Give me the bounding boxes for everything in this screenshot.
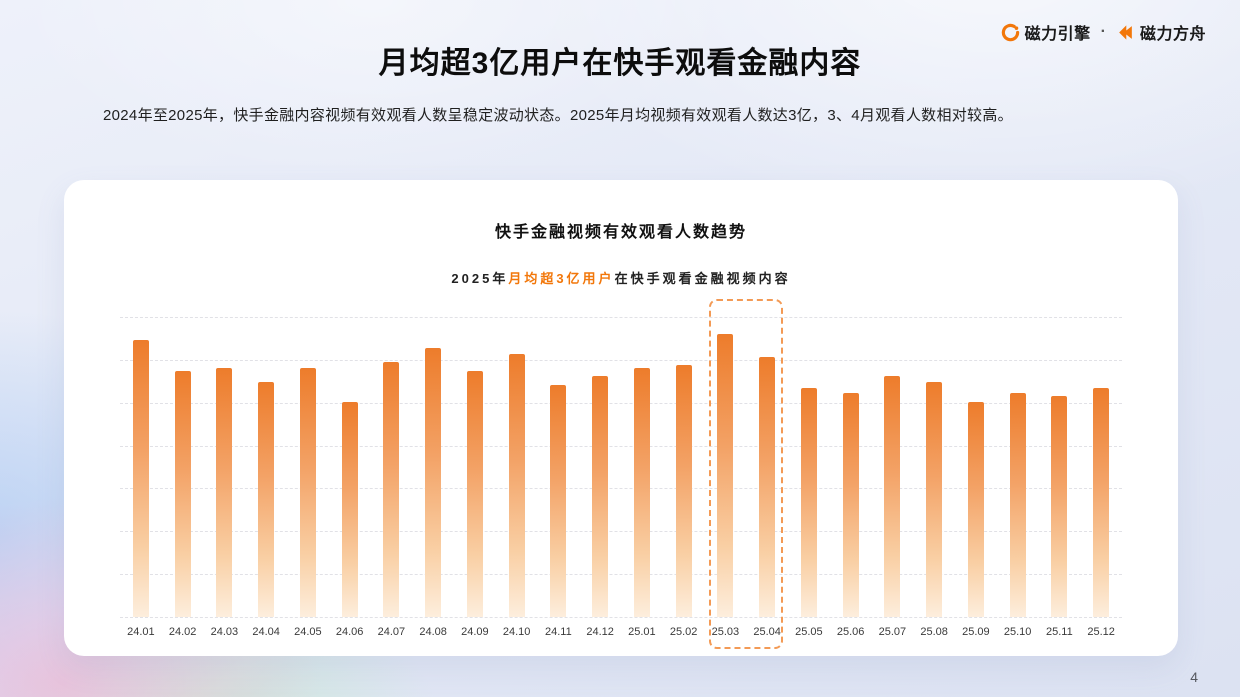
bar-24.01 bbox=[132, 339, 149, 617]
bar-25.12 bbox=[1093, 387, 1110, 617]
cili-fangzhou-logo-icon bbox=[1119, 24, 1132, 40]
brand-logos: 磁力引擎 · 磁力方舟 bbox=[1001, 20, 1206, 44]
x-tick-label: 24.01 bbox=[127, 626, 155, 638]
chart-subtitle-highlight: 月均超3亿用户 bbox=[508, 271, 615, 286]
bar-group: 24.01 bbox=[120, 317, 162, 638]
cili-engine-logo: 磁力引擎 bbox=[1001, 20, 1091, 44]
x-tick-label: 24.12 bbox=[586, 626, 614, 638]
x-tick-label: 25.11 bbox=[1046, 626, 1073, 638]
page-number: 4 bbox=[1190, 669, 1198, 685]
bar-25.07 bbox=[884, 376, 901, 617]
chart-subtitle-prefix: 2025年 bbox=[451, 271, 509, 286]
page-title: 月均超3亿用户在快手观看金融内容 bbox=[378, 47, 862, 80]
x-tick-label: 25.06 bbox=[836, 626, 865, 638]
gridline bbox=[120, 617, 1122, 618]
x-tick-label: 24.03 bbox=[210, 626, 239, 638]
bar-group: 24.09 bbox=[454, 317, 496, 638]
cili-fangzhou-logo: 磁力方舟 bbox=[1116, 20, 1206, 44]
bar-25.11 bbox=[1051, 396, 1068, 617]
bar-group: 25.12 bbox=[1080, 317, 1122, 638]
bar-group: 24.07 bbox=[371, 317, 413, 638]
bar-24.06 bbox=[341, 401, 358, 617]
bar-25.08 bbox=[926, 382, 943, 617]
x-tick-label: 24.02 bbox=[168, 626, 197, 638]
bar-group: 24.12 bbox=[579, 317, 621, 638]
bar-25.05 bbox=[800, 387, 817, 617]
chart-subtitle-suffix: 在快手观看金融视频内容 bbox=[614, 271, 791, 286]
bar-group: 24.02 bbox=[162, 317, 204, 638]
x-tick-label: 24.09 bbox=[461, 626, 489, 638]
bar-group: 24.03 bbox=[204, 317, 246, 638]
page-subtitle: 2024年至2025年，快手金融内容视频有效观看人数呈稳定波动状态。2025年月… bbox=[103, 107, 1013, 124]
bar-25.09 bbox=[967, 401, 984, 617]
bar-group: 25.02 bbox=[663, 317, 705, 638]
x-tick-label: 25.05 bbox=[795, 626, 823, 638]
bar-24.03 bbox=[216, 367, 233, 617]
bar-24.02 bbox=[174, 370, 191, 617]
x-tick-label: 24.11 bbox=[545, 626, 572, 638]
bar-group: 24.06 bbox=[329, 317, 371, 638]
bar-group: 25.10 bbox=[997, 317, 1039, 638]
bar-25.06 bbox=[842, 393, 859, 617]
bar-25.04 bbox=[759, 356, 776, 617]
x-tick-label: 25.04 bbox=[753, 626, 781, 638]
bar-group: 25.06 bbox=[830, 317, 872, 638]
x-tick-label: 24.06 bbox=[335, 626, 364, 638]
bar-group: 25.08 bbox=[913, 317, 955, 638]
bar-24.04 bbox=[258, 382, 275, 617]
bar-25.01 bbox=[633, 367, 650, 617]
cili-fangzhou-logo-text: 磁力方舟 bbox=[1139, 26, 1206, 43]
bar-plot: 24.01 24.02 24.03 24.04 24.05 24.06 24.07 24.08… bbox=[120, 299, 1122, 649]
bar-25.10 bbox=[1009, 393, 1026, 617]
bar-group: 24.11 bbox=[538, 317, 580, 638]
bar-group: 25.01 bbox=[621, 317, 663, 638]
x-tick-label: 24.07 bbox=[377, 626, 406, 638]
bar-group: 24.04 bbox=[245, 317, 287, 638]
chart-subtitle: 2025年月均超3亿用户在快手观看金融视频内容 bbox=[120, 268, 1122, 287]
bar-24.09 bbox=[466, 370, 483, 617]
bar-group: 25.09 bbox=[955, 317, 997, 638]
bar-25.02 bbox=[675, 365, 692, 617]
bar-24.07 bbox=[383, 362, 400, 617]
x-tick-label: 25.10 bbox=[1003, 626, 1032, 638]
x-tick-label: 24.10 bbox=[502, 626, 531, 638]
x-tick-label: 25.07 bbox=[878, 626, 907, 638]
x-tick-label: 25.09 bbox=[962, 626, 990, 638]
bar-24.08 bbox=[425, 348, 442, 617]
x-tick-label: 24.04 bbox=[252, 626, 280, 638]
bar-group: 25.07 bbox=[872, 317, 914, 638]
bar-group: 24.10 bbox=[496, 317, 538, 638]
chart-title: 快手金融视频有效观看人数趋势 bbox=[494, 224, 747, 241]
bar-24.05 bbox=[299, 367, 316, 617]
bar-group: 24.08 bbox=[412, 317, 454, 638]
x-tick-label: 25.12 bbox=[1087, 626, 1115, 638]
cili-engine-logo-icon bbox=[1001, 23, 1019, 41]
x-tick-label: 24.08 bbox=[419, 626, 447, 638]
bar-group: 25.05 bbox=[788, 317, 830, 638]
bar-group: 25.03 bbox=[705, 317, 747, 638]
bar-24.10 bbox=[508, 353, 525, 617]
bar-24.11 bbox=[550, 384, 567, 617]
x-tick-label: 25.08 bbox=[920, 626, 948, 638]
cili-engine-logo-text: 磁力引擎 bbox=[1024, 26, 1091, 43]
chart-card: 快手金融视频有效观看人数趋势 2025年月均超3亿用户在快手观看金融视频内容 2… bbox=[64, 180, 1178, 656]
x-tick-label: 25.02 bbox=[669, 626, 698, 638]
x-tick-label: 24.05 bbox=[294, 626, 322, 638]
bar-group: 24.05 bbox=[287, 317, 329, 638]
bars: 24.01 24.02 24.03 24.04 24.05 24.06 24.07 24.08… bbox=[120, 317, 1122, 638]
x-tick-label: 25.01 bbox=[628, 626, 656, 638]
logo-separator: · bbox=[1100, 23, 1106, 40]
bar-group: 25.11 bbox=[1039, 317, 1081, 638]
bar-24.12 bbox=[592, 376, 609, 617]
x-tick-label: 25.03 bbox=[711, 626, 740, 638]
bar-group: 25.04 bbox=[746, 317, 788, 638]
bar-25.03 bbox=[717, 333, 734, 617]
